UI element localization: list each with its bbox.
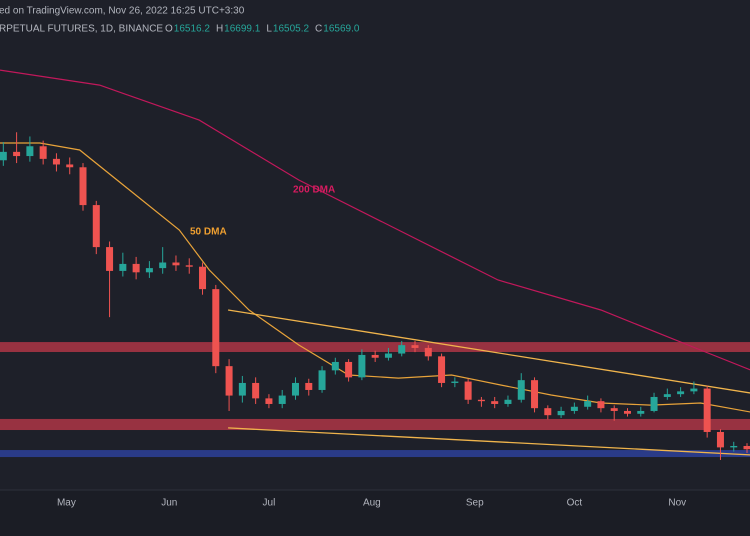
candle-body [637, 410, 645, 414]
candle-body [119, 263, 127, 271]
ma-label: 200 DMA [293, 185, 335, 196]
candle-body [650, 396, 658, 411]
candle-body [743, 445, 750, 450]
candle-body [531, 380, 539, 409]
ohlc: O 16516.2 H 16699.1 L 16505.2 C 16569.0 [165, 24, 360, 35]
time-axis [0, 490, 750, 536]
candle-body [225, 366, 233, 396]
ohlc-key: O [165, 24, 173, 35]
candle-body [716, 431, 724, 448]
candle-body [451, 381, 459, 383]
candle-body [345, 361, 353, 378]
candle-body [79, 167, 87, 206]
candle-body [13, 151, 21, 157]
x-tick-label: Aug [363, 498, 381, 509]
candle-body [610, 408, 618, 411]
candle-body [677, 391, 685, 395]
candle-body [398, 345, 406, 354]
x-tick-label: Oct [567, 498, 583, 509]
x-tick-label: Jun [161, 498, 177, 509]
candle-body [92, 205, 100, 248]
candle-body [265, 398, 273, 404]
candle-body [291, 382, 299, 396]
ohlc-value: 16569.0 [323, 24, 360, 35]
candle-body [597, 401, 605, 409]
x-tick-label: May [57, 498, 76, 509]
zone [0, 450, 750, 458]
candle-body [584, 401, 592, 407]
trendline [228, 427, 750, 456]
candle-body [318, 370, 326, 390]
ohlc-value: 16516.2 [174, 24, 211, 35]
candle-body [477, 399, 485, 402]
candle-body [358, 354, 366, 378]
candle-body [411, 345, 419, 348]
ohlc-key: L [266, 24, 272, 35]
candle-body [424, 347, 432, 357]
candle-body [106, 247, 114, 271]
candle-body [464, 381, 472, 400]
zone [0, 418, 750, 431]
x-tick-label: Sep [466, 498, 484, 509]
ohlc-key: C [315, 24, 322, 35]
candle-body [557, 410, 565, 416]
x-tick-label: Jul [263, 498, 276, 509]
candle-body [52, 158, 60, 165]
candle-body [66, 164, 74, 168]
candle-body [703, 388, 711, 432]
ma-label: 50 DMA [190, 227, 227, 238]
candle-body [185, 265, 193, 267]
candle-body [252, 382, 260, 399]
candle-body [690, 388, 698, 392]
candle-body [238, 382, 246, 396]
candle-body [26, 146, 34, 157]
source-text: ed on TradingView.com, Nov 26, 2022 16:2… [0, 6, 245, 17]
moving-average [0, 69, 750, 371]
candle-body [212, 289, 220, 367]
x-tick-label: Nov [668, 498, 686, 509]
candle-body [544, 408, 552, 416]
candle-body [570, 406, 578, 411]
zone [0, 342, 750, 353]
candle-body [384, 353, 392, 358]
candle-body [663, 394, 671, 397]
candle-body [159, 262, 167, 269]
candle-body [730, 445, 738, 448]
candle-body [305, 382, 313, 390]
ohlc-key: H [216, 24, 223, 35]
candle-body [39, 146, 47, 159]
symbol-text: RPETUAL FUTURES, 1D, BINANCE [0, 24, 163, 35]
candle-body [504, 399, 512, 404]
candle-body [491, 401, 499, 404]
candle-body [438, 356, 446, 383]
candle-body [0, 151, 7, 161]
ohlc-value: 16699.1 [224, 24, 261, 35]
candle-body [199, 266, 207, 290]
candle-body [371, 354, 379, 358]
candle-body [145, 268, 153, 273]
candle-body [517, 380, 525, 400]
trendline [227, 309, 750, 394]
candle-body [132, 263, 140, 273]
candle-body [331, 361, 339, 371]
candle-body [623, 410, 631, 414]
candle-body [278, 395, 286, 404]
candle-body [172, 262, 180, 266]
ohlc-value: 16505.2 [273, 24, 310, 35]
